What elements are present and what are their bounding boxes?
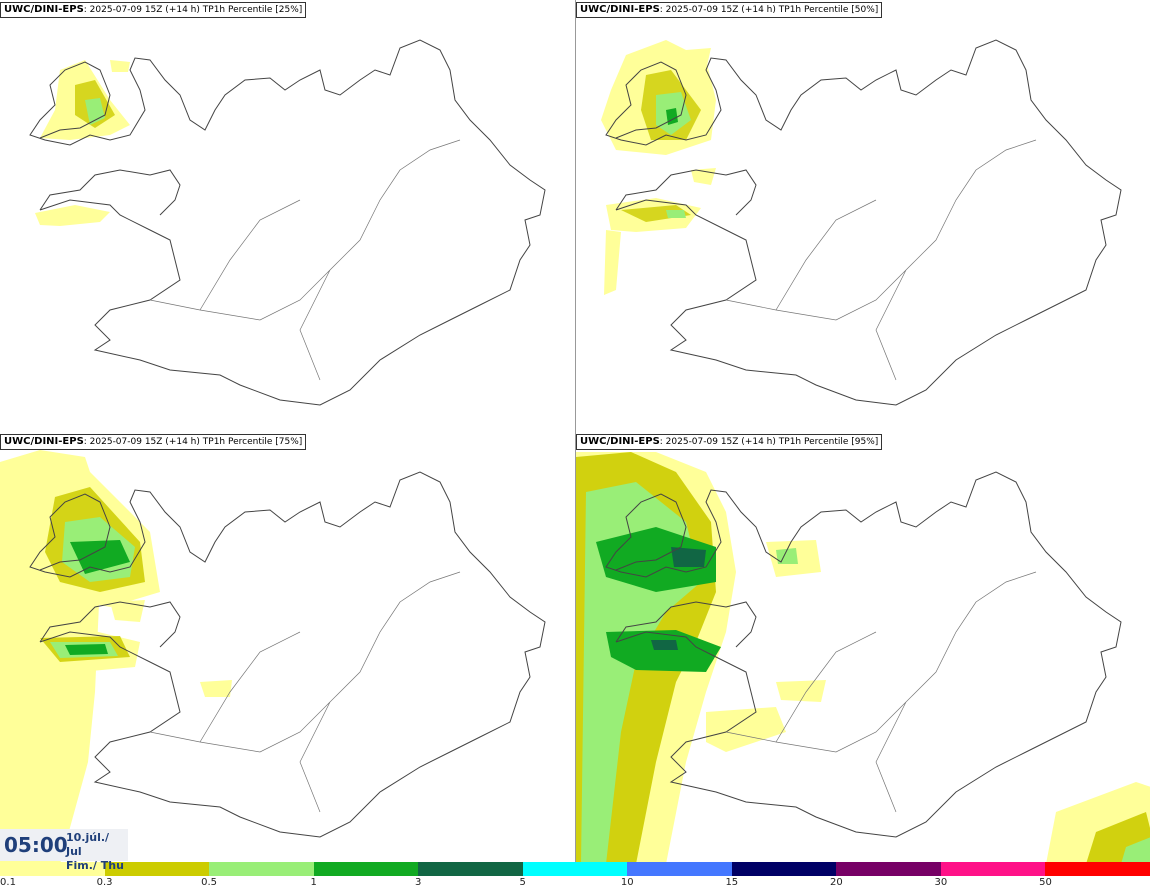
colorbar-tick-label: 0.5 bbox=[201, 877, 218, 888]
map-panel-p50: UWC/DINI-EPS: 2025-07-09 15Z (+14 h) TP1… bbox=[576, 0, 1150, 432]
colorbar-tick-label: 3 bbox=[414, 877, 422, 888]
precip-overlay bbox=[576, 452, 1150, 864]
iceland-map bbox=[576, 452, 1150, 864]
colorbar-segment bbox=[522, 862, 629, 876]
colorbar-tick-label: 20 bbox=[829, 877, 843, 888]
road-network bbox=[725, 571, 1037, 813]
colorbar-tick-label: 0.3 bbox=[96, 877, 113, 888]
coastline-path bbox=[29, 39, 546, 406]
date-line-1: 10.júl./ Jul bbox=[66, 831, 110, 858]
precip-overlay bbox=[35, 60, 130, 226]
colorbar-segment bbox=[731, 862, 838, 876]
colorbar-segment bbox=[104, 862, 211, 876]
colorbar-segment bbox=[418, 862, 524, 876]
panel-divider bbox=[575, 0, 576, 862]
colorbar-segment bbox=[627, 862, 733, 876]
road-network bbox=[149, 139, 461, 381]
valid-hour: 05:00 bbox=[4, 833, 68, 857]
road-network bbox=[149, 571, 461, 813]
colorbar-ticks: 0.1 0.3 0.5 1 3 5 10 15 20 30 50 bbox=[0, 876, 1150, 891]
panel-title: UWC/DINI-EPS: 2025-07-09 15Z (+14 h) TP1… bbox=[0, 434, 307, 450]
coastline bbox=[29, 39, 546, 406]
road-network bbox=[725, 139, 1037, 381]
panel-title: UWC/DINI-EPS: 2025-07-09 15Z (+14 h) TP1… bbox=[576, 434, 883, 450]
panel-title: UWC/DINI-EPS: 2025-07-09 15Z (+14 h) TP1… bbox=[576, 2, 883, 18]
coastline-path bbox=[605, 39, 1122, 406]
coastline-path bbox=[29, 471, 546, 838]
map-panel-p95: UWC/DINI-EPS: 2025-07-09 15Z (+14 h) TP1… bbox=[576, 432, 1150, 864]
date-line-2: Fim./ Thu bbox=[66, 859, 124, 872]
precip-colorbar bbox=[0, 862, 1150, 876]
coastline bbox=[29, 471, 546, 838]
colorbar-tick-label: 30 bbox=[934, 877, 948, 888]
map-panel-p25: UWC/DINI-EPS: 2025-07-09 15Z (+14 h) TP1… bbox=[0, 0, 575, 432]
colorbar-tick-label: 5 bbox=[519, 877, 526, 888]
coastline-path bbox=[605, 471, 1122, 838]
iceland-map bbox=[29, 39, 546, 406]
precip-overlay bbox=[601, 40, 716, 295]
map-panel-p75: UWC/DINI-EPS: 2025-07-09 15Z (+14 h) TP1… bbox=[0, 432, 575, 864]
valid-date: 10.júl./ Jul Fim./ Thu bbox=[66, 831, 128, 873]
colorbar-segment bbox=[209, 862, 315, 876]
colorbar-segment bbox=[940, 862, 1047, 876]
coastline bbox=[605, 471, 1122, 838]
colorbar-segment bbox=[1045, 862, 1150, 876]
colorbar-segment bbox=[836, 862, 942, 876]
colorbar-segment bbox=[0, 862, 106, 876]
colorbar-tick-label: 50 bbox=[1039, 877, 1052, 888]
colorbar-tick-label: 0.1 bbox=[0, 877, 16, 888]
colorbar-segment bbox=[313, 862, 420, 876]
valid-time-box: 05:00 10.júl./ Jul Fim./ Thu bbox=[0, 829, 128, 872]
iceland-map bbox=[0, 450, 546, 864]
colorbar-tick-label: 10 bbox=[620, 877, 634, 888]
precip-overlay bbox=[0, 450, 232, 864]
panel-title: UWC/DINI-EPS: 2025-07-09 15Z (+14 h) TP1… bbox=[0, 2, 307, 18]
coastline bbox=[605, 39, 1122, 406]
colorbar-tick-label: 1 bbox=[310, 877, 317, 888]
colorbar-tick-label: 15 bbox=[725, 877, 739, 888]
iceland-map bbox=[601, 39, 1122, 406]
